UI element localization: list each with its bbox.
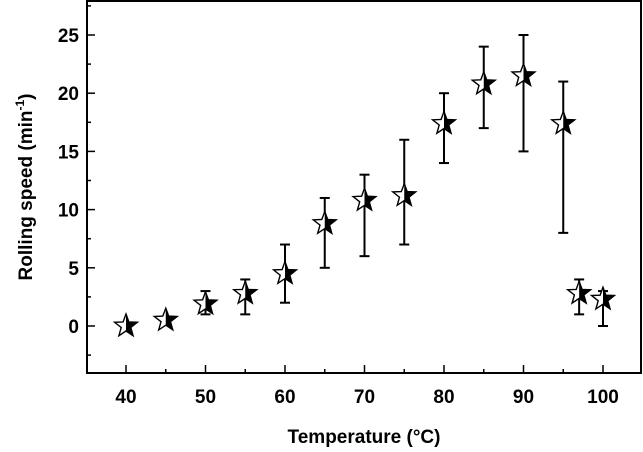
x-tick-label: 40 bbox=[115, 387, 136, 408]
y-axis-title: Rolling speed (min-1) bbox=[13, 94, 37, 281]
star-marker bbox=[589, 285, 617, 311]
star-marker bbox=[192, 289, 219, 316]
x-tick-label: 80 bbox=[433, 387, 454, 408]
x-tick-label: 70 bbox=[354, 387, 375, 408]
star-marker bbox=[311, 209, 339, 235]
star-marker bbox=[152, 306, 180, 332]
star-marker bbox=[430, 109, 458, 135]
y-axis: 0 5 10 15 20 25 bbox=[58, 5, 95, 356]
star-marker bbox=[231, 279, 259, 305]
x-axis: 40 50 60 70 80 90 100 bbox=[115, 365, 619, 408]
data-markers bbox=[112, 61, 617, 338]
y-tick-label: 10 bbox=[58, 201, 79, 222]
x-tick-label: 90 bbox=[513, 387, 534, 408]
y-tick-label: 25 bbox=[58, 26, 80, 47]
star-marker bbox=[112, 311, 140, 338]
star-marker bbox=[549, 109, 577, 135]
y-tick-label: 5 bbox=[68, 259, 79, 280]
star-marker bbox=[390, 181, 418, 207]
star-marker bbox=[510, 61, 537, 88]
y-tick-label: 15 bbox=[58, 142, 80, 163]
star-marker bbox=[351, 186, 378, 212]
star-marker bbox=[565, 279, 593, 305]
star-marker bbox=[271, 259, 299, 285]
x-tick-label: 100 bbox=[587, 387, 619, 408]
error-bars bbox=[200, 34, 608, 327]
x-tick-label: 60 bbox=[274, 387, 295, 408]
star-marker bbox=[470, 69, 498, 96]
x-axis-title: Temperature (°C) bbox=[288, 427, 441, 448]
x-tick-label: 50 bbox=[195, 387, 216, 408]
y-tick-label: 0 bbox=[68, 317, 79, 338]
y-tick-label: 20 bbox=[58, 84, 79, 105]
